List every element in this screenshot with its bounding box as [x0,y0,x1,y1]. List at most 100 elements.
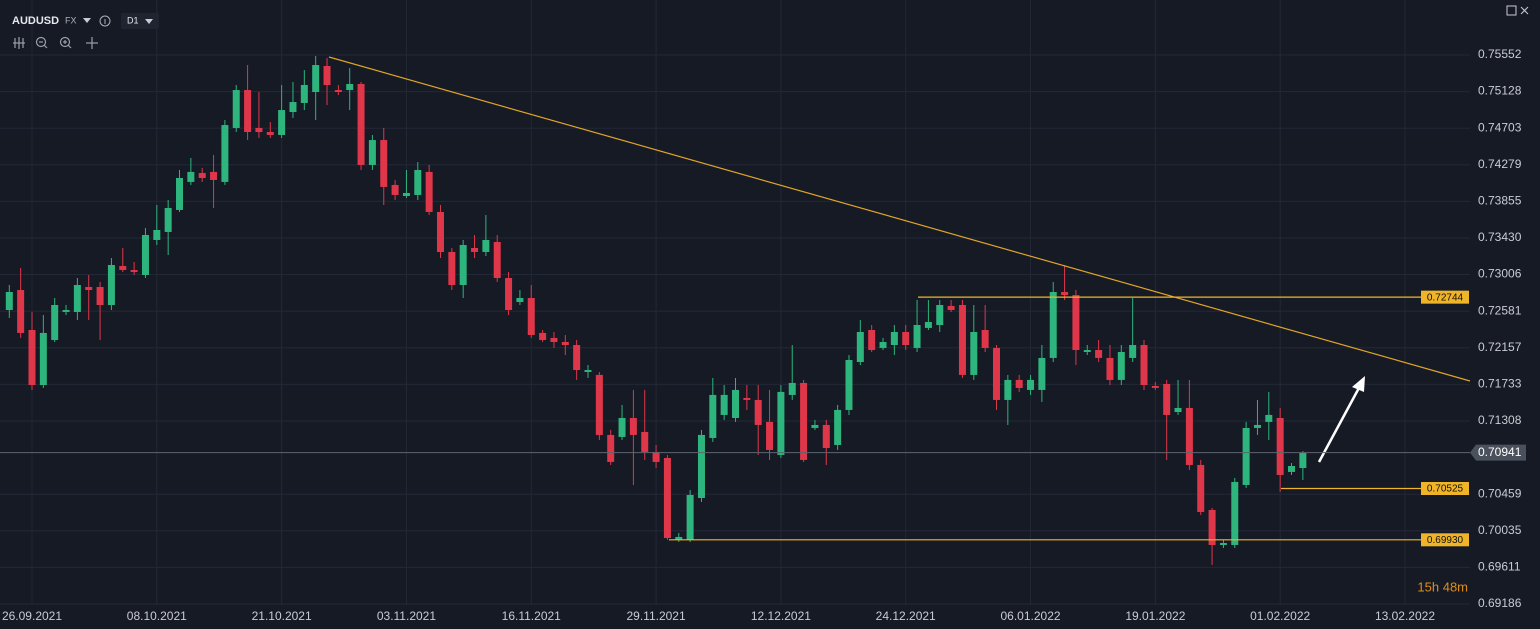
candle-body [595,374,603,435]
candle-body [550,337,558,342]
candle-body [1231,481,1239,545]
candle-body [743,397,751,400]
candle-body [754,399,762,425]
candle-body [1083,350,1091,352]
candle-body [845,360,853,410]
candle-tool[interactable] [13,37,25,49]
candle-body [1004,379,1012,400]
candle-body [970,331,978,375]
candle-body [618,417,626,437]
candle-body [62,310,70,312]
candle-body [96,286,104,306]
candle-body [879,341,887,348]
candle-body [425,171,433,212]
candle-body [164,207,172,232]
candle-body [947,305,955,311]
candle-body [85,286,93,290]
market-dropdown[interactable] [83,18,91,23]
candle-body [1151,385,1159,388]
candle-body [414,169,422,195]
candle-body [153,229,161,240]
info-icon[interactable] [99,15,111,27]
zoom-in[interactable] [59,36,72,49]
candle-body [732,389,740,418]
candle-body [459,244,467,285]
y-tick-label: 0.73855 [1478,194,1522,208]
candle-body [39,332,47,386]
candle-body [697,434,705,498]
candle-body [5,291,13,311]
grid [0,0,1470,605]
candle-body [675,536,683,540]
candle-body [380,140,388,187]
interval-dropdown[interactable] [145,19,153,24]
overlay: 0.72744 0.70525 0.69930 [0,290,1470,547]
candle-body [221,125,229,182]
maximize-button[interactable] [1506,5,1517,16]
zoom-out[interactable] [35,36,48,49]
candle-body [232,90,240,128]
last-price-label: 0.70941 [1478,445,1522,459]
candle-body [981,330,989,348]
y-tick-label: 0.69186 [1478,596,1522,610]
candle-body [686,494,694,540]
close-button[interactable] [1520,6,1529,15]
candle-body [856,331,864,362]
y-tick-label: 0.71308 [1478,413,1522,427]
candle-body [1208,509,1216,545]
y-tick-label: 0.73430 [1478,230,1522,244]
candle-body [1185,407,1193,465]
candle-body [323,65,331,86]
candle-body [516,298,524,302]
candle-body [1197,464,1205,512]
candle-body [936,305,944,326]
candle-body [766,421,774,450]
x-tick-label: 24.12.2021 [876,609,936,623]
candle-body [822,424,830,448]
x-tick-label: 29.11.2021 [626,609,685,623]
candle-body [958,305,966,375]
candle-body [641,431,649,452]
candle-body [1276,417,1284,475]
forecast-arrow [1317,376,1365,463]
pan-tool[interactable] [86,37,98,49]
interval-box[interactable] [121,13,159,29]
candle-body [28,330,36,386]
x-tick-label: 19.01.2022 [1125,609,1185,623]
candle-body [176,177,184,210]
candle-body [992,347,1000,400]
last-price-box [1470,444,1526,461]
candle-body [107,264,115,306]
candle-body [1117,351,1125,380]
candle-body [1219,542,1227,545]
candle-body [1129,345,1137,358]
candle-body [141,234,149,275]
candle-body [312,65,320,93]
level-label: 0.69930 [1427,535,1464,546]
candle-body [777,391,785,455]
candle-body [187,171,195,182]
candle-body [1140,345,1148,386]
level-box [1421,533,1469,547]
candle-body [278,110,286,135]
candle-body [505,278,513,311]
y-tick-label: 0.72581 [1478,303,1522,317]
y-tick-label: 0.75552 [1478,47,1522,61]
candle-body [1253,424,1261,428]
candle-body [1163,383,1171,415]
y-tick-label: 0.74279 [1478,157,1522,171]
y-tick-label: 0.73006 [1478,267,1522,281]
candle-body [73,284,81,312]
x-tick-label: 06.01.2022 [1000,609,1060,623]
candle-body [1027,379,1035,390]
symbol: AUDUSD [12,15,59,27]
x-tick-label: 12.12.2021 [751,609,811,623]
market: FX [65,15,77,25]
x-tick-label: 26.09.2021 [2,609,62,623]
candle-body [607,434,615,462]
candle-body [902,331,910,346]
candle-body [1288,465,1296,472]
candle-body [913,325,921,348]
candle-body [391,184,399,195]
x-tick-label: 21.10.2021 [252,609,312,623]
